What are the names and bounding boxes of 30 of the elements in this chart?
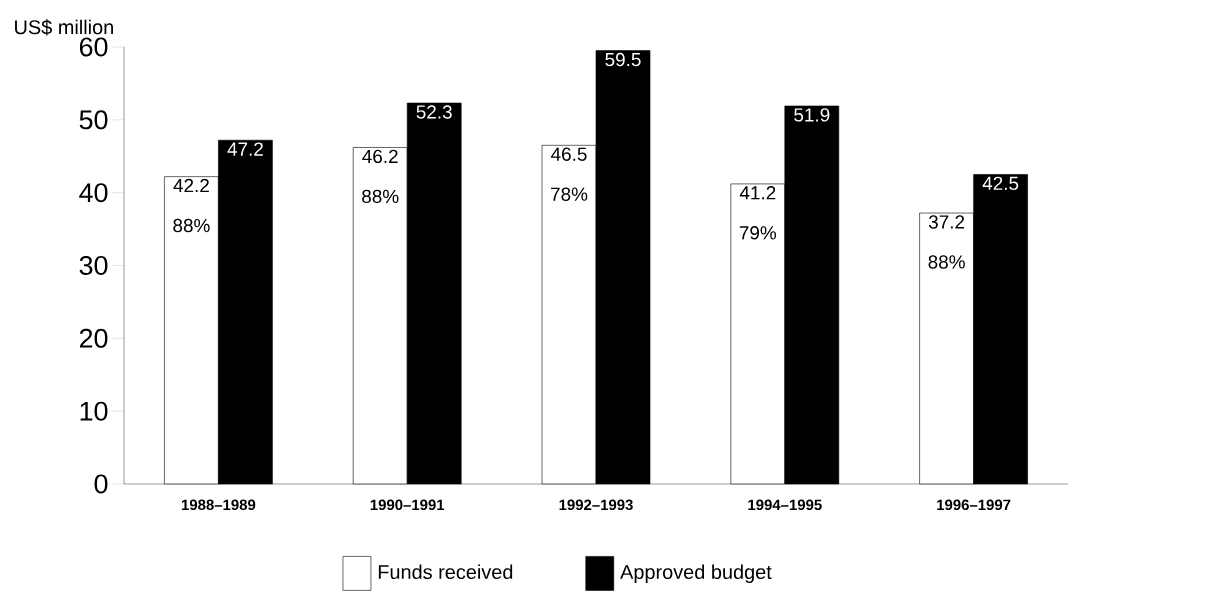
x-tick-label: 1988–1989 <box>181 499 256 511</box>
annotation: 79% <box>739 226 777 240</box>
data-label: 46.2 <box>362 149 398 164</box>
data-label: 47.2 <box>227 142 263 156</box>
data-label: 37.2 <box>928 215 965 229</box>
annotation: 78% <box>551 187 588 201</box>
y-tick-label: 40 <box>79 183 108 203</box>
data-label: 42.2 <box>173 178 209 193</box>
x-tick-label: 1994–1995 <box>748 499 822 511</box>
data-label: 46.5 <box>551 147 587 161</box>
annotation: 88% <box>173 218 210 233</box>
y-tick-label: 50 <box>79 110 108 130</box>
y-tick-label: 0 <box>94 474 108 494</box>
data-label: 51.9 <box>794 108 830 122</box>
y-tick-label: 60 <box>79 37 108 57</box>
data-label: 59.5 <box>605 52 641 67</box>
y-tick-label: 30 <box>79 255 108 276</box>
data-label: 41.2 <box>739 186 776 200</box>
x-tick-label: 1996–1997 <box>937 499 1011 511</box>
x-tick-label: 1992–1993 <box>559 499 633 511</box>
data-label: 52.3 <box>416 105 452 119</box>
annotation: 88% <box>362 189 399 204</box>
legend-label: Funds received <box>378 564 513 580</box>
data-label: 42.5 <box>982 176 1019 191</box>
y-tick-label: 10 <box>80 401 108 421</box>
legend-label: Approved budget <box>620 564 772 584</box>
annotation: 88% <box>928 255 965 269</box>
x-tick-label: 1990–1991 <box>370 499 445 511</box>
y-axis-title: US$ million <box>15 19 113 36</box>
y-tick-label: 20 <box>79 328 108 348</box>
